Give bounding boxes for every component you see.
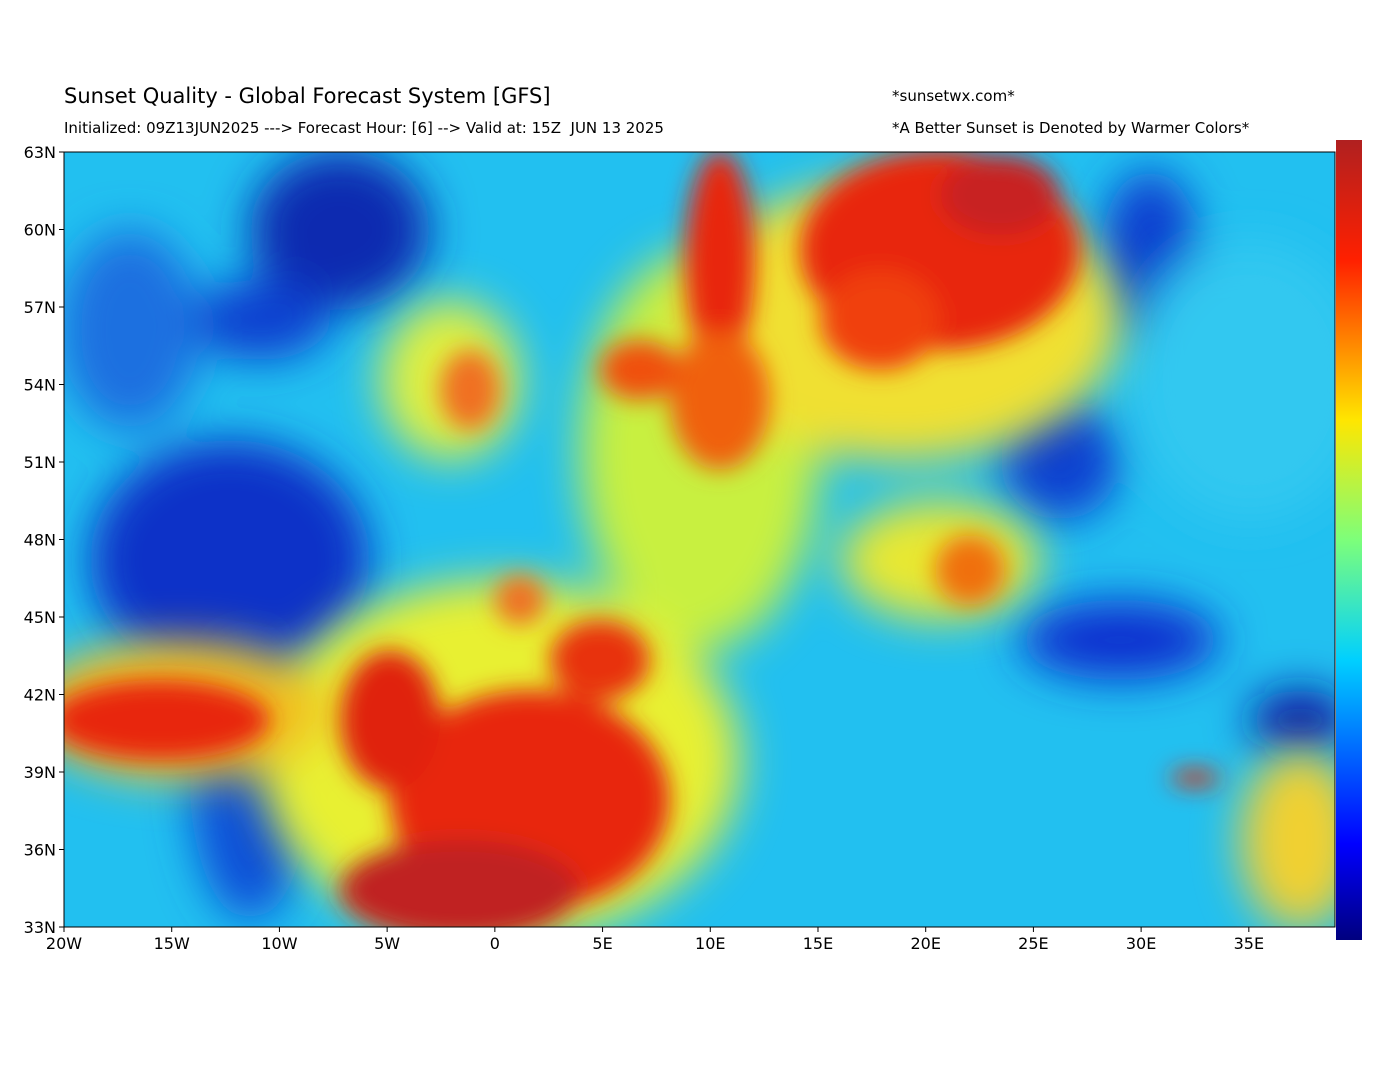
lon-label: 15E <box>803 934 833 953</box>
lat-label: 54N <box>24 376 56 395</box>
lon-label: 20E <box>910 934 940 953</box>
map-title: Sunset Quality - Global Forecast System … <box>64 84 551 108</box>
lat-label: 63N <box>24 143 56 162</box>
lat-label: 42N <box>24 686 56 705</box>
lat-label: 45N <box>24 608 56 627</box>
colorbar <box>1336 140 1362 940</box>
lon-label: 5W <box>374 934 400 953</box>
subtitle: Initialized: 09Z13JUN2025 ---> Forecast … <box>64 119 664 137</box>
lon-label: 5E <box>592 934 612 953</box>
lon-label: 10W <box>261 934 297 953</box>
lon-label: 10E <box>695 934 725 953</box>
lat-label: 33N <box>24 918 56 937</box>
field <box>64 152 1335 927</box>
lon-label: 25E <box>1018 934 1048 953</box>
site: *sunsetwx.com* <box>892 87 1015 105</box>
lon-label: 20W <box>46 934 82 953</box>
lat-label: 57N <box>24 298 56 317</box>
lat-label: 51N <box>24 453 56 472</box>
lat-label: 48N <box>24 531 56 550</box>
lon-label: 30E <box>1126 934 1156 953</box>
lat-label: 36N <box>24 841 56 860</box>
lon-label: 15W <box>154 934 190 953</box>
lat-label: 39N <box>24 763 56 782</box>
lat-label: 60N <box>24 221 56 240</box>
lon-label: 0 <box>490 934 500 953</box>
note: *A Better Sunset is Denoted by Warmer Co… <box>892 119 1250 137</box>
lon-label: 35E <box>1234 934 1264 953</box>
